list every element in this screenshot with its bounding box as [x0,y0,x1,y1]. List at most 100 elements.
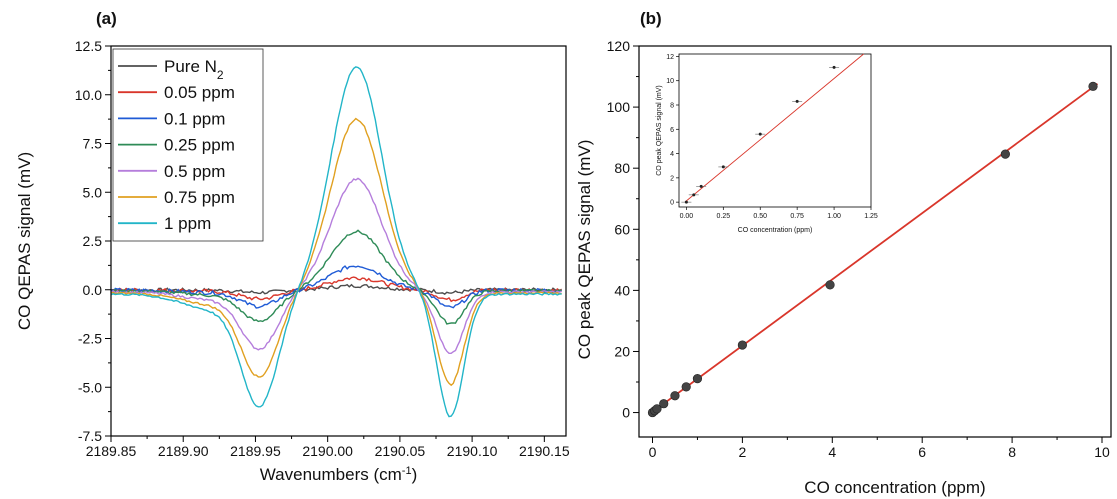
inset-data-point [692,193,696,197]
inset-y-tick-label: 4 [670,151,674,158]
y-tick-label: 7.5 [83,136,103,152]
inset-fit-line-segment [684,53,864,203]
legend-label-text: 1 ppm [164,214,211,233]
inset-x-axis-title: CO concentration (ppm) [738,227,813,234]
series-line-4 [110,177,562,354]
legend-label-text: 0.75 ppm [164,188,235,207]
y-tick-label: 10.0 [75,87,102,103]
inset-y-tick-label: 12 [666,54,674,61]
panel-b-y-axis-title: CO peak QEPAS signal (mV) [575,140,594,360]
inset-y-tick-label: 6 [670,127,674,134]
data-point [1088,81,1098,91]
y-tick-label: 5.0 [83,184,103,200]
y-tick-label: 120 [607,38,631,54]
y-tick-label: 2.5 [83,233,103,249]
y-tick-label: 80 [614,160,630,176]
series-line-3 [110,229,562,325]
x-tick-label: 2190.15 [519,443,570,459]
inset-x-tick-label: 1.25 [864,213,878,220]
x-tick-label: 10 [1094,444,1110,460]
inset-x-tick-label: 0.75 [790,213,804,220]
inset-data-point [832,65,836,69]
panel-b-y-axis: 0 20 40 60 80 100 120 [607,38,639,421]
y-tick-label: 40 [614,282,630,298]
data-point [737,340,747,350]
inset-x-tick-label: 1.00 [827,213,841,220]
legend-label-5: 0.75 ppm [164,188,235,207]
data-point [1000,149,1010,159]
legend-label-0: Pure N2 [164,57,224,82]
panel-a-x-axis-title-superscript: -1 [402,465,412,477]
inset-x-tick-label: 0.50 [753,213,767,220]
y-tick-label: 60 [614,221,630,237]
x-tick-label: 0 [649,444,657,460]
inset-y-axis-title: CO peak QEPAS signal (mV) [656,85,663,176]
panel-a-x-axis-title-main: Wavenumbers (cm [260,465,402,484]
inset-data-point [795,99,799,103]
inset-y-tick-label: 0 [670,200,674,207]
legend-label-text: Pure N [164,57,217,76]
x-tick-label: 2189.85 [86,443,137,459]
data-point [652,404,662,414]
panel-a-x-axis-title-end: ) [412,465,418,484]
legend-label-text: 0.05 ppm [164,83,235,102]
x-tick-label: 6 [918,444,926,460]
legend-label-2: 0.1 ppm [164,109,225,128]
panel-b-fit-line [651,83,1099,413]
inset-x-axis: 0.00 0.25 0.50 0.75 1.00 1.25 [680,207,878,220]
data-point [670,391,680,401]
legend-label-3: 0.25 ppm [164,136,235,155]
inset-x-tick-label: 0.25 [716,213,730,220]
y-tick-label: 12.5 [75,38,102,54]
panel-b-label: (b) [640,9,662,28]
legend-label-text: 0.25 ppm [164,136,235,155]
data-point [692,374,703,384]
panel-a-series-lines [110,66,563,418]
x-tick-label: 2 [738,444,746,460]
fit-line [651,83,1099,413]
x-tick-label: 2190.05 [375,443,426,459]
panel-a-x-axis: 2189.85 2189.90 2189.95 2190.00 2190.05 2190.… [86,436,570,459]
inset-y-tick-label: 2 [670,175,674,182]
x-tick-label: 2189.90 [158,443,209,459]
x-tick-label: 2190.10 [447,443,498,459]
inset-plot-frame [678,53,872,208]
panel-a-x-axis-title: Wavenumbers (cm-1) [260,465,417,484]
y-tick-label: 20 [614,343,630,359]
y-tick-label: 0.0 [83,282,103,298]
x-tick-label: 2190.00 [302,443,353,459]
data-point [825,280,835,290]
panel-a-y-axis: -7.5 -5.0 -2.5 0.0 2.5 5.0 7.5 10.0 12.5 [75,38,111,444]
data-point [681,382,691,392]
panel-a: (a) 2189.85 2189.90 2189.95 2190.00 2190.05 2… [15,9,570,484]
inset-x-tick-label: 0.00 [680,213,694,220]
y-tick-label: -7.5 [78,428,102,444]
y-tick-label: -5.0 [78,379,102,395]
inset-y-tick-label: 10 [666,78,674,85]
legend-label-6: 1 ppm [164,214,211,233]
panel-b-inset: 0.00 0.25 0.50 0.75 1.00 1.25 0 2 4 6 8 10 12 CO co… [656,53,878,234]
series-line-5 [110,117,562,387]
inset-data-point [699,184,703,188]
data-point [659,399,669,409]
y-tick-label: 0 [622,405,630,421]
inset-data-point [721,165,725,169]
x-tick-label: 2189.95 [230,443,281,459]
inset-y-axis: 0 2 4 6 8 10 12 [666,54,679,207]
panel-b-x-axis: 0 2 4 6 8 10 [649,437,1110,460]
inset-fit-line [684,53,864,203]
inset-data-points [681,65,840,204]
inset-data-point [684,200,688,204]
inset-data-point [758,132,762,136]
legend-label-subscript: 2 [217,68,224,82]
panel-b-plot-frame [638,45,1112,438]
legend-label-4: 0.5 ppm [164,162,225,181]
x-tick-label: 8 [1008,444,1016,460]
legend-label-text: 0.1 ppm [164,109,225,128]
panel-b-x-axis-title: CO concentration (ppm) [804,478,985,497]
panel-a-y-axis-title: CO QEPAS signal (mV) [15,152,34,330]
panel-b-data-points [647,81,1098,418]
x-tick-label: 4 [828,444,836,460]
